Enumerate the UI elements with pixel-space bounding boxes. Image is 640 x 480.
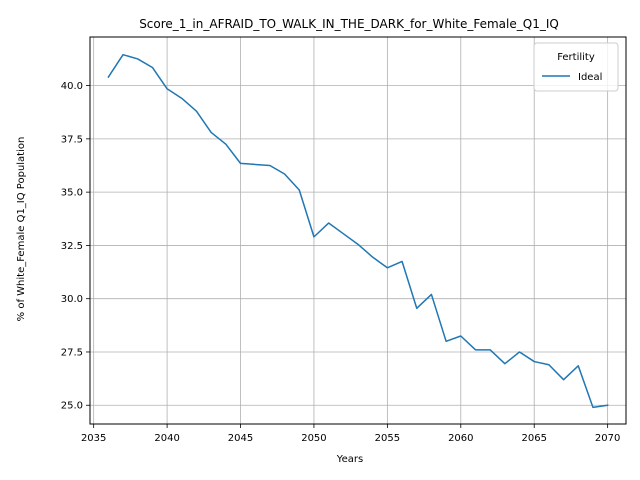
y-tick-label: 25.0 (61, 401, 83, 412)
legend-box (533, 42, 619, 92)
series-line-ideal (107, 53, 609, 409)
x-axis-ticks: 2035 2040 2045 2050 2055 2060 2065 2070 (81, 424, 620, 444)
y-axis-label: % of White_Female Q1_IQ Population (16, 137, 27, 322)
x-tick-label: 2035 (81, 433, 106, 444)
x-axis-label: Years (336, 454, 363, 465)
y-tick-label: 27.5 (61, 347, 83, 358)
y-tick-label: 32.5 (61, 241, 83, 252)
x-tick-label: 2065 (521, 433, 546, 444)
x-tick-label: 2040 (154, 433, 179, 444)
y-tick-label: 35.0 (61, 188, 83, 199)
y-tick-label: 37.5 (61, 134, 83, 145)
series-lines (107, 53, 609, 409)
x-tick-label: 2070 (595, 433, 620, 444)
legend: Fertility Ideal (533, 42, 619, 92)
legend-entry-ideal: Ideal (578, 72, 602, 83)
y-axis-ticks: 25.0 27.5 30.0 32.5 35.0 37.5 40.0 (61, 81, 90, 412)
plot-frame (89, 36, 627, 425)
x-tick-label: 2060 (448, 433, 473, 444)
x-tick-label: 2055 (375, 433, 400, 444)
y-tick-label: 30.0 (61, 294, 83, 305)
grid-lines (90, 37, 626, 424)
x-tick-label: 2045 (228, 433, 253, 444)
x-tick-label: 2050 (301, 433, 326, 444)
chart-title: Score_1_in_AFRAID_TO_WALK_IN_THE_DARK_fo… (139, 17, 559, 31)
legend-title: Fertility (557, 52, 595, 63)
y-tick-label: 40.0 (61, 81, 83, 92)
